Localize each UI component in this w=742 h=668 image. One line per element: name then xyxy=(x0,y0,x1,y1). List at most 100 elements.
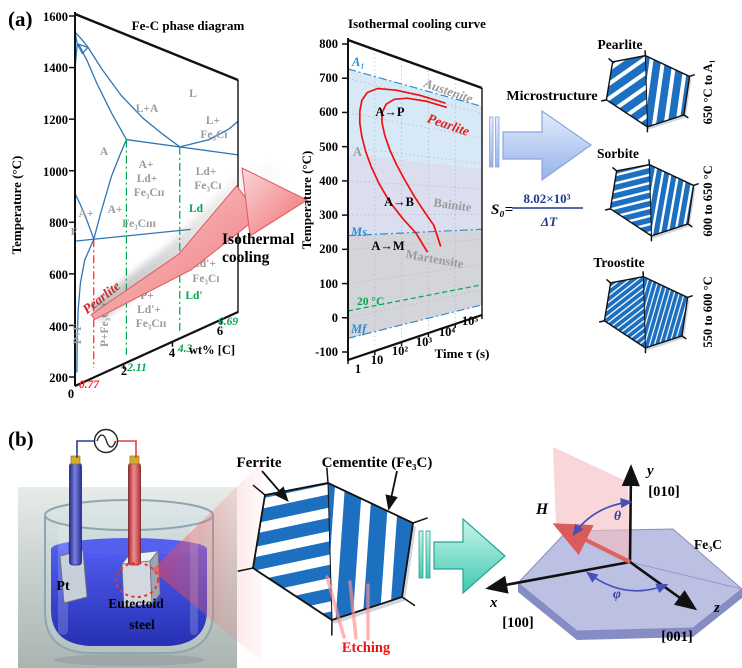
region-PLdFe3C: Fe₃Cɪɪ xyxy=(136,318,167,330)
wire-positive xyxy=(117,440,137,458)
phase-boundary-liquidus-right xyxy=(179,120,239,148)
a-to-p-label: A→P xyxy=(375,105,405,119)
pearlite-item-label: Pearlite xyxy=(598,37,643,52)
ttt-y-tick-labels: 800 700 600 500 400 300 200 100 0 -100 xyxy=(315,37,338,359)
troostite-hexagon-whisker xyxy=(686,295,693,299)
pearlite-hexagon-whisker xyxy=(608,58,614,63)
formula-numerator: 8.02×10³ xyxy=(523,191,570,206)
phase-top-edge xyxy=(74,12,239,82)
phase-x-axis-label: wt% [C] xyxy=(189,343,235,357)
phi-angle-arc xyxy=(585,571,669,594)
ttt-x-axis-label: Time τ (s) xyxy=(435,346,490,361)
block-arrow-right-icon xyxy=(502,109,593,182)
wire-negative xyxy=(76,440,95,458)
phase-y-axis-label: Temperature (°C) xyxy=(9,156,24,255)
tick-label: 0 xyxy=(68,387,74,401)
tick-label: 2 xyxy=(121,364,127,378)
steel-sample-side xyxy=(149,549,161,606)
comp-mark-211: 2.11 xyxy=(126,362,147,374)
phase-x-axis xyxy=(74,310,239,388)
troostite-hexagon-whisker xyxy=(681,335,687,340)
ferrite-pointer-arrow xyxy=(261,470,289,503)
region-Ldp: Ld' xyxy=(185,290,202,302)
sorbite-hexagon-whisker xyxy=(687,223,693,228)
tick-label: 1200 xyxy=(43,113,68,127)
panel-a-label: (a) xyxy=(8,7,33,31)
formula-lhs: S₀= xyxy=(491,202,513,218)
microstructure-arrow xyxy=(489,109,593,182)
ttt-y-axis-label: Temperature (°C) xyxy=(299,151,314,250)
tick-label: 200 xyxy=(319,242,338,256)
ferrite-label: Ferrite xyxy=(237,455,282,471)
tick-label: 10³ xyxy=(416,335,433,349)
feature-line-20 °C xyxy=(347,284,483,312)
grid-hline xyxy=(347,180,483,190)
steel-grain-hexagon-whisker xyxy=(237,567,254,572)
tick-label: 800 xyxy=(49,216,68,230)
plate-crease xyxy=(629,561,742,590)
y-direction-label: [010] xyxy=(648,484,679,500)
ttt-title: Isothermal cooling curve xyxy=(348,16,486,31)
region-LFe3C: L+ xyxy=(206,115,220,127)
pearlite-hexagon-left-colony-stripes xyxy=(606,55,648,127)
arrow-bar-icon xyxy=(425,530,431,579)
tick-label: 6 xyxy=(217,324,223,338)
steel-grain-hexagon-left-colony-stripes xyxy=(253,483,332,620)
grid-hline xyxy=(347,238,483,250)
tick-label: 1000 xyxy=(43,165,68,179)
tick-label: 0 xyxy=(332,311,338,325)
eutectoid-steel-label-line2: steel xyxy=(129,617,155,632)
grid-hline xyxy=(347,213,483,216)
tick-label: 200 xyxy=(49,371,68,385)
phase-boundary-a3 xyxy=(74,193,95,240)
magnification-cone xyxy=(152,462,262,662)
tick-label: 10⁵ xyxy=(462,314,479,328)
phase-boundary-delta-lens xyxy=(76,43,89,55)
tick-label: 300 xyxy=(319,208,338,222)
ttt-transformation-curves xyxy=(358,87,447,253)
phi-label: φ xyxy=(613,586,621,601)
region-LFe3C: Fe₃Cɪ xyxy=(200,129,227,141)
x-axis-label: x xyxy=(489,595,498,611)
isothermal-cooling-arrowhead-icon xyxy=(241,167,309,237)
ttt-frame xyxy=(347,38,483,362)
a-to-m-label: A→M xyxy=(371,239,405,253)
eutectoid-steel-label-line1: Eutectoid xyxy=(108,596,164,611)
austenite-A-label: A xyxy=(353,145,362,159)
region-AFe3C: Fe₃Cɪɪɪ xyxy=(122,218,156,230)
region-AF: A+ xyxy=(79,208,94,220)
region-F: F xyxy=(71,227,77,238)
tick-label: 400 xyxy=(319,174,338,188)
tick-label: 10 xyxy=(371,353,384,367)
region-PLdFe3C: Ld'+ xyxy=(137,304,161,316)
region-LdFe3C: Ld+ xyxy=(196,166,217,178)
beaker-reflection xyxy=(54,654,204,666)
region-LA: L+A xyxy=(136,103,159,115)
pearlite-temp-range: 650 °C to A₁ xyxy=(701,59,715,124)
H-label: H xyxy=(535,501,549,518)
troostite-hexagon-left-colony-stripes xyxy=(604,276,646,348)
magnified-area-circle xyxy=(115,562,159,598)
microstructure-hexagons xyxy=(598,50,699,354)
region-ALdFe3C: Fe₃Cɪɪ xyxy=(134,187,165,199)
microstructure-title: Microstructure xyxy=(506,89,597,104)
pearlite-hexagon-whisker xyxy=(683,114,689,119)
block-arrow-right-icon xyxy=(433,517,506,595)
tick-label: -100 xyxy=(315,345,338,359)
region-L: L xyxy=(189,88,197,100)
sorbite-hexagon-left-colony-stripes xyxy=(610,164,652,236)
tick-label: 600 xyxy=(49,268,68,282)
region-LdFe3C: Fe₃Cɪ xyxy=(194,180,221,192)
crystal-coordinate-diagram: y [010] x [100] z [001] H Fe₃C θ φ xyxy=(485,447,742,645)
grain-annotations: Ferrite Cementite (Fe₃C) Etching xyxy=(237,455,433,656)
anode-rod xyxy=(128,462,141,566)
fe3c-material-label: Fe₃C xyxy=(694,537,722,552)
connector-gold xyxy=(70,455,81,465)
a1-mark: A₁ xyxy=(351,55,365,69)
tick-label: 800 xyxy=(319,37,338,51)
pearlite-hexagon-whisker xyxy=(600,99,608,102)
steel-grain-hexagon-whisker xyxy=(326,467,329,484)
mf-mark: Mf xyxy=(350,322,368,336)
ttt-curve-transformation-finish xyxy=(381,97,447,247)
